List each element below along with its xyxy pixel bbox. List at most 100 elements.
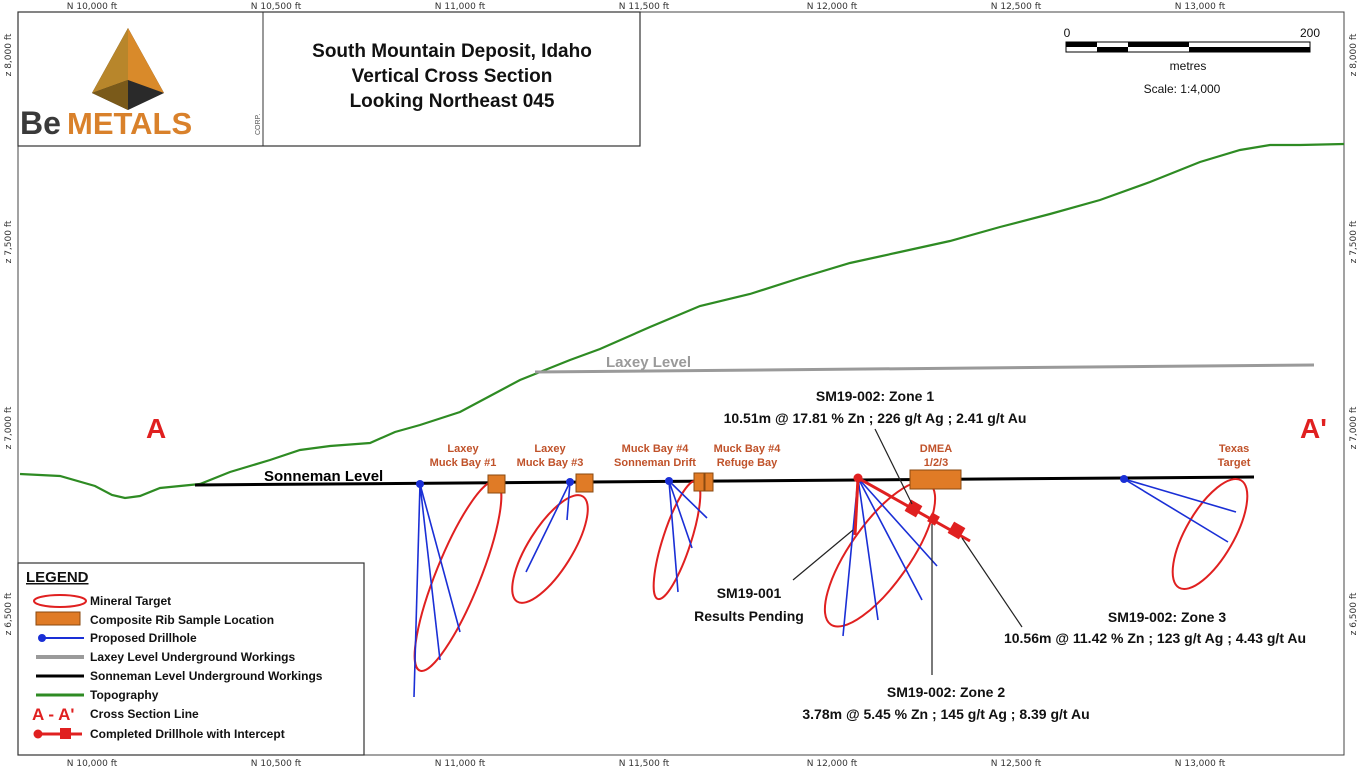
drillhole <box>525 481 571 573</box>
legend: LEGEND Mineral Target Composite Rib Samp… <box>17 562 365 756</box>
target-label: Muck Bay #4 <box>622 443 690 455</box>
rib-sample-refuge-bay <box>704 472 714 492</box>
bottom-tick-label: N 10,000 ft <box>67 759 118 769</box>
drillhole <box>857 477 879 621</box>
drillhole <box>413 483 421 698</box>
legend-item: Proposed Drillhole <box>90 631 197 645</box>
left-tick-label: z 8,000 ft <box>4 33 14 76</box>
intercept-zone-1 <box>904 499 923 518</box>
rib-sample-sonneman-drift <box>693 472 705 492</box>
scale-bar: 0 200 metres Scale: 1:4,000 <box>1064 26 1321 96</box>
scale-unit-label: metres <box>1170 59 1207 73</box>
drill-collar <box>416 480 424 488</box>
rib-sample-muck-bay-1 <box>487 474 506 494</box>
legend-item: Composite Rib Sample Location <box>90 613 274 627</box>
legend-title: LEGEND <box>26 569 89 586</box>
drillhole <box>419 483 461 633</box>
bottom-tick-label: N 12,000 ft <box>807 759 858 769</box>
scale-start-label: 0 <box>1064 26 1071 40</box>
top-tick-label: N 10,000 ft <box>67 2 118 12</box>
rib-sample-muck-bay-3 <box>575 473 594 493</box>
rib-samples <box>487 469 962 494</box>
drillhole <box>857 477 938 567</box>
drillhole <box>1123 478 1237 513</box>
bottom-tick-label: N 10,500 ft <box>251 759 302 769</box>
bottom-tick-label: N 12,500 ft <box>991 759 1042 769</box>
top-tick-label: N 12,500 ft <box>991 2 1042 12</box>
target-label: Muck Bay #4 <box>714 443 782 455</box>
logo-text-corp: CORP. <box>255 114 262 135</box>
drill-collar <box>665 477 673 485</box>
zone-2-title: SM19-002: Zone 2 <box>887 684 1005 700</box>
drillhole-collars <box>416 475 1128 488</box>
target-label: Muck Bay #3 <box>517 457 584 469</box>
legend-swatch-completed-collar <box>33 729 43 739</box>
drill-collar <box>566 478 574 486</box>
title-line-1: South Mountain Deposit, Idaho <box>312 41 592 62</box>
right-tick-label: z 8,000 ft <box>1349 33 1359 76</box>
laxey-level-line <box>534 363 1315 374</box>
mineral-target-texas <box>1171 477 1249 591</box>
bottom-tick-label: N 11,000 ft <box>435 759 486 769</box>
left-axis: z 8,000 ft z 7,500 ft z 7,000 ft z 6,500… <box>4 33 14 635</box>
target-label: Target <box>1218 457 1251 469</box>
logo-text-metals: METALS <box>67 106 192 141</box>
legend-swatch-rib-sample <box>35 611 81 626</box>
zone-2-value: 3.78m @ 5.45 % Zn ; 145 g/t Ag ; 8.39 g/… <box>802 706 1089 722</box>
top-tick-label: N 13,000 ft <box>1175 2 1226 12</box>
target-label: Laxey <box>534 443 566 455</box>
legend-swatch-mineral-target <box>33 594 87 608</box>
target-label: Laxey <box>447 443 479 455</box>
leader-zone-1 <box>874 428 913 505</box>
title-line-2: Vertical Cross Section <box>352 66 553 87</box>
legend-swatch-section-line: A - A' <box>32 705 74 724</box>
drillhole <box>668 480 679 593</box>
left-tick-label: z 7,500 ft <box>4 220 14 263</box>
right-tick-label: z 6,500 ft <box>1349 592 1359 635</box>
leader-sm19-001 <box>792 529 854 581</box>
right-tick-label: z 7,000 ft <box>1349 406 1359 449</box>
target-label: Texas <box>1219 443 1249 455</box>
title-block: Be METALS CORP. South Mountain Deposit, … <box>17 11 641 147</box>
legend-item: Mineral Target <box>90 594 171 608</box>
bottom-tick-label: N 13,000 ft <box>1175 759 1226 769</box>
drillhole <box>668 480 693 549</box>
section-label-a: A <box>146 413 166 444</box>
left-tick-label: z 7,000 ft <box>4 406 14 449</box>
zone-3-title: SM19-002: Zone 3 <box>1108 609 1226 625</box>
legend-item: Cross Section Line <box>90 707 199 721</box>
drillhole <box>566 481 571 521</box>
target-label: Muck Bay #1 <box>430 457 497 469</box>
drillhole <box>857 477 923 601</box>
bottom-tick-label: N 11,500 ft <box>619 759 670 769</box>
completed-drillhole-sm19-001 <box>853 477 860 536</box>
scale-ratio-label: Scale: 1:4,000 <box>1144 82 1221 96</box>
legend-swatch-proposed-collar <box>38 634 46 642</box>
sm19-001-status: Results Pending <box>694 608 804 624</box>
right-axis: z 8,000 ft z 7,500 ft z 7,000 ft z 6,500… <box>1349 33 1359 635</box>
legend-swatch-completed-intercept <box>60 728 71 739</box>
target-label: 1/2/3 <box>924 457 948 469</box>
drillhole <box>668 480 708 519</box>
intercept-annotations: SM19-002: Zone 1 10.51m @ 17.81 % Zn ; 2… <box>694 388 1306 722</box>
zone-1-value: 10.51m @ 17.81 % Zn ; 226 g/t Ag ; 2.41 … <box>724 410 1027 426</box>
title-line-3: Looking Northeast 045 <box>350 91 555 112</box>
drillhole <box>419 483 441 661</box>
zone-3-value: 10.56m @ 11.42 % Zn ; 123 g/t Ag ; 4.43 … <box>1004 630 1306 646</box>
logo-text-be: Be <box>20 105 61 141</box>
legend-item: Sonneman Level Underground Workings <box>90 669 323 683</box>
right-tick-label: z 7,500 ft <box>1349 220 1359 263</box>
top-tick-label: N 11,000 ft <box>435 2 486 12</box>
leader-lines <box>792 428 1023 675</box>
sonneman-level-label: Sonneman Level <box>264 468 383 485</box>
top-tick-label: N 11,500 ft <box>619 2 670 12</box>
rib-sample-dmea <box>909 469 962 490</box>
target-label: DMEA <box>920 443 952 455</box>
scale-end-label: 200 <box>1300 26 1320 40</box>
intercept-zone-3 <box>947 521 966 540</box>
top-axis: N 10,000 ft N 10,500 ft N 11,000 ft N 11… <box>67 2 1226 12</box>
laxey-level-label: Laxey Level <box>606 354 691 371</box>
target-label: Sonneman Drift <box>614 457 696 469</box>
completed-drillholes <box>853 473 971 543</box>
top-tick-label: N 10,500 ft <box>251 2 302 12</box>
